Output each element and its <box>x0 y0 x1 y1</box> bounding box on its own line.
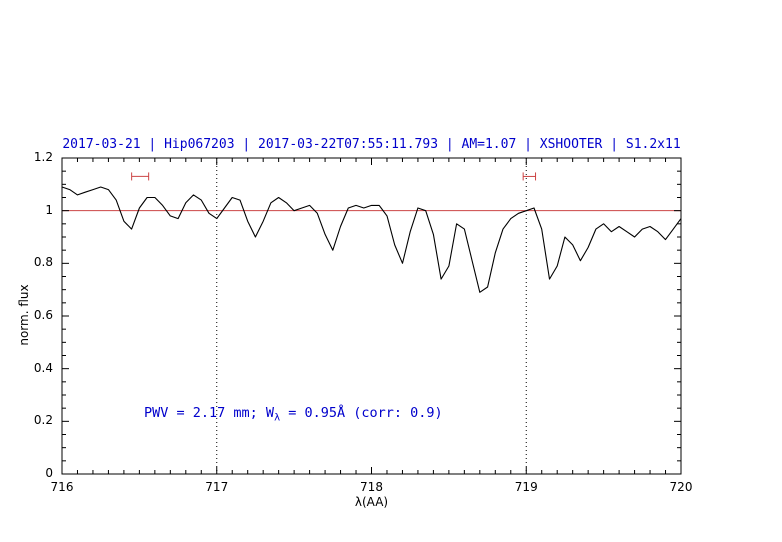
x-tick-label: 720 <box>669 480 693 494</box>
y-tick-label: 0.4 <box>33 360 53 375</box>
x-tick-label: 718 <box>360 480 383 494</box>
x-axis-label: λ(AA) <box>354 495 389 509</box>
y-tick-label: 0 <box>45 466 53 480</box>
pwv-annotation-suffix: = 0.95Å (corr: 0.9) <box>280 405 443 422</box>
x-tick-label: 717 <box>205 480 229 494</box>
y-tick-label: 0.8 <box>33 255 53 270</box>
y-tick-label: 0.2 <box>33 413 53 428</box>
y-tick-label: 0.6 <box>33 308 53 322</box>
pwv-annotation: PWV = 2.17 mm; Wλ = 0.95Å (corr: 0.9) <box>144 405 443 424</box>
pwv-annotation-prefix: PWV = 2.17 mm; W <box>144 405 275 422</box>
y-tick-label: 1 <box>45 202 53 217</box>
x-tick-label: 719 <box>514 480 538 494</box>
plot-title: 2017-03-21 | Hip067203 | 2017-03-22T07:5… <box>62 137 681 152</box>
pwv-annotation-sub: λ <box>274 413 281 425</box>
y-tick-label: 1.2 <box>33 150 53 164</box>
x-tick-label: 716 <box>50 480 74 494</box>
